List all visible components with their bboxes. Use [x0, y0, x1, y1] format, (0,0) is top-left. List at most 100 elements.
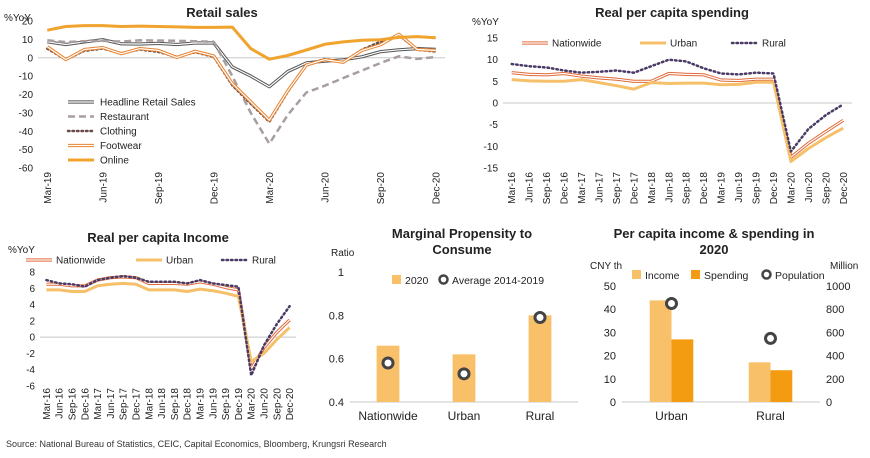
x-tick-label: Mar-19	[43, 172, 54, 204]
marker-average-2014-2019	[533, 311, 547, 324]
y-tick-label: 0	[610, 397, 616, 409]
x-tick-label: Sep-16	[542, 172, 553, 205]
y-tick-label: 6	[29, 284, 35, 295]
y-tick-label: 40	[604, 304, 616, 316]
x-tick-label: Mar-17	[577, 172, 588, 204]
legend-label: Rural	[762, 39, 786, 50]
bar-2020	[528, 315, 552, 402]
x-tick-label: Sep-17	[119, 388, 130, 421]
y2-tick-label: 600	[826, 327, 844, 339]
x-tick-label: Dec-19	[209, 172, 220, 205]
y-tick-label: 0.8	[329, 310, 344, 322]
chart-title-line2: Consume	[432, 242, 491, 257]
series-line-4	[47, 24, 436, 61]
y-tick-label: 20	[604, 351, 616, 363]
legend-swatch-1	[691, 270, 700, 279]
y-tick-label: -10	[484, 142, 499, 153]
y-tick-label: 15	[487, 34, 499, 45]
y-tick-label: 0	[492, 99, 498, 110]
bar-income	[748, 362, 771, 402]
series-line-0-inner	[511, 72, 844, 158]
y-tick-label: 0	[27, 53, 33, 64]
x-tick-label: Dec-16	[560, 172, 571, 205]
legend-swatch-0	[392, 275, 401, 284]
marker-average-2014-2019	[381, 356, 395, 370]
chart-title-line2: 2020	[700, 242, 729, 257]
legend-label: Income	[645, 270, 680, 282]
x-tick-label: Jun-19	[208, 388, 219, 419]
x-tick-label: Mar-20	[265, 172, 276, 204]
marker-population	[764, 331, 777, 345]
legend-label: Spending	[704, 270, 749, 282]
bar-income	[649, 300, 672, 402]
y-tick-label: 30	[604, 327, 616, 339]
y2-axis-label: Million	[830, 261, 858, 272]
y-tick-label: 10	[22, 35, 34, 46]
x-category-label: Urban	[655, 409, 688, 423]
bar-2020	[376, 345, 400, 402]
x-category-label: Nationwide	[358, 409, 418, 423]
chart-retail: Retail sales %YoY -60 -50 -40 -30 -20 -10 0 10 20 M…	[4, 5, 445, 204]
x-tick-label: Sep-19	[752, 172, 763, 205]
chart-spending: Real per capita spending %YoY -15 -10 -5 0 5 10…	[472, 5, 852, 204]
series-line-0-inner	[47, 39, 436, 88]
y-axis-label: CNY th	[590, 261, 622, 272]
x-tick-label: Sep-18	[682, 172, 693, 205]
legend-label: Clothing	[100, 127, 137, 138]
y2-tick-label: 200	[826, 374, 844, 386]
x-tick-label: Mar-18	[647, 172, 658, 204]
legend-swatch-1	[438, 274, 449, 285]
y-axis-label: %YoY	[4, 13, 31, 24]
x-tick-label: Sep-19	[221, 388, 232, 421]
x-tick-label: Jun-20	[320, 172, 331, 203]
legend-label: Footwear	[100, 141, 142, 152]
x-tick-label: Mar-20	[247, 388, 258, 420]
y-axis-label: %YoY	[472, 17, 499, 28]
bar-spending	[671, 339, 694, 402]
legend-label: Nationwide	[56, 256, 106, 267]
marker-population	[665, 297, 678, 311]
x-tick-label: Mar-20	[786, 172, 797, 204]
y-tick-label: 2	[29, 316, 35, 327]
x-category-label: Urban	[448, 409, 481, 423]
x-tick-label: Dec-19	[234, 388, 245, 421]
x-tick-label: Mar-16	[42, 388, 53, 420]
legend-label: Urban	[670, 39, 697, 50]
x-tick-label: Jun-18	[664, 172, 675, 203]
x-tick-label: Jun-19	[98, 172, 109, 203]
legend-label: Average 2014-2019	[452, 275, 544, 287]
x-tick-label: Jun-19	[734, 172, 745, 203]
x-tick-label: Sep-20	[376, 172, 387, 205]
x-category-label: Rural	[756, 409, 785, 423]
legend-label: 2020	[405, 275, 429, 287]
chart-income: Real per capita Income %YoY -6 -4 -2 0 2 4 6 8 Mar…	[8, 230, 296, 420]
y2-tick-label: 400	[826, 351, 844, 363]
x-tick-label: Sep-17	[612, 172, 623, 205]
source-note: Source: National Bureau of Statistics, C…	[6, 439, 387, 449]
y-tick-label: -10	[19, 72, 34, 83]
x-tick-label: Dec-19	[769, 172, 780, 205]
x-tick-label: Jun-17	[106, 388, 117, 419]
legend-label: Rural	[252, 256, 276, 267]
legend-label: Population	[775, 270, 825, 282]
y-tick-label: 10	[487, 55, 499, 66]
legend-swatch-2	[761, 269, 772, 280]
series-line-3-inner	[46, 33, 436, 121]
y-tick-label: 0	[29, 333, 35, 344]
chart-title: Marginal Propensity to	[392, 226, 532, 241]
x-tick-label: Jun-20	[804, 172, 815, 203]
y-axis-label: %YoY	[8, 245, 35, 256]
x-tick-label: Sep-16	[68, 388, 79, 421]
legend-label: Restaurant	[100, 112, 149, 123]
x-tick-label: Dec-17	[629, 172, 640, 205]
series-line-1	[46, 281, 291, 364]
y-tick-label: -40	[19, 127, 34, 138]
series-line-2	[45, 274, 291, 377]
x-tick-label: Mar-19	[196, 388, 207, 420]
legend-label: Urban	[166, 256, 193, 267]
y-tick-label: -60	[19, 164, 34, 175]
x-tick-label: Sep-20	[821, 172, 832, 205]
y-tick-label: 0.6	[329, 354, 344, 366]
